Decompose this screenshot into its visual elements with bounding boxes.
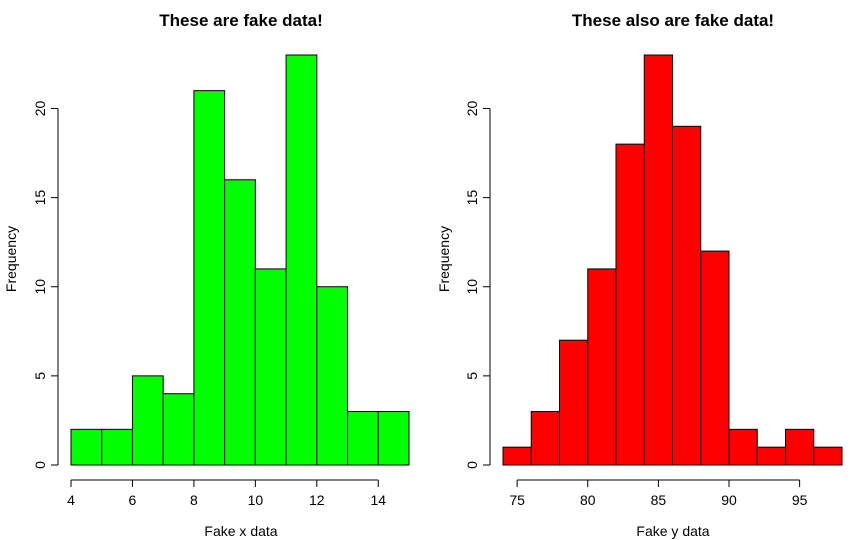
histogram-bar — [502, 446, 532, 466]
y-axis-label-right: Frequency — [436, 226, 452, 292]
x-axis-label-left: Fake x data — [204, 523, 277, 539]
x-tick-label: 90 — [721, 492, 737, 508]
histogram-bar — [316, 286, 349, 466]
chart-title-right: These also are fake data! — [572, 11, 774, 30]
x-tick-label: 10 — [248, 492, 264, 508]
histogram-bar — [728, 428, 758, 466]
x-tick-label: 6 — [129, 492, 137, 508]
histogram-bar — [377, 411, 410, 466]
y-tick-label: 10 — [32, 279, 48, 295]
histogram-bar — [813, 446, 843, 466]
y-axis-right: 0 5 10 15 20 — [464, 100, 491, 469]
chart-title-left: These are fake data! — [159, 11, 322, 30]
histogram-bar — [254, 268, 287, 466]
x-tick-label: 14 — [370, 492, 386, 508]
bars-left — [70, 54, 410, 466]
y-tick-label: 5 — [32, 372, 48, 380]
y-tick-label: 15 — [32, 190, 48, 206]
x-tick-label: 4 — [67, 492, 75, 508]
histogram-bar — [615, 143, 645, 466]
y-tick-label: 10 — [464, 279, 480, 295]
histogram-bar — [193, 90, 226, 466]
histogram-bar — [131, 375, 164, 466]
histogram-bar — [785, 428, 815, 466]
histogram-bar — [559, 339, 589, 466]
y-tick-label: 0 — [32, 461, 48, 469]
x-tick-label: 8 — [190, 492, 198, 508]
histogram-bar — [347, 411, 379, 466]
histogram-bar — [587, 268, 617, 466]
x-tick-label: 12 — [309, 492, 325, 508]
histogram-bar — [672, 125, 702, 466]
histogram-bar — [70, 428, 103, 466]
histogram-bar — [101, 428, 133, 466]
x-tick-label: 75 — [509, 492, 525, 508]
histogram-bar — [643, 54, 673, 466]
x-axis-label-right: Fake y data — [636, 523, 709, 539]
histogram-bar — [756, 446, 786, 466]
y-tick-label: 5 — [464, 372, 480, 380]
y-tick-label: 15 — [464, 190, 480, 206]
y-axis-label-left: Frequency — [3, 226, 19, 292]
histogram-bar — [224, 179, 256, 466]
histogram-bar — [162, 393, 195, 466]
histogram-right: These also are fake data! Fake y data Fr… — [436, 11, 843, 539]
bars-right — [502, 54, 843, 466]
y-tick-label: 0 — [464, 461, 480, 469]
histogram-bar — [700, 250, 730, 466]
y-axis-left: 0 5 10 15 20 — [32, 100, 59, 469]
y-tick-label: 20 — [464, 100, 480, 116]
histogram-bar — [285, 54, 318, 466]
histogram-left: These are fake data! Fake x data Frequen… — [3, 11, 410, 539]
x-tick-label: 85 — [651, 492, 667, 508]
x-tick-label: 95 — [792, 492, 808, 508]
x-axis-right: 75 80 85 90 95 — [509, 479, 808, 508]
x-axis-left: 4 6 8 10 12 14 — [67, 479, 386, 508]
x-tick-label: 80 — [580, 492, 596, 508]
y-tick-label: 20 — [32, 100, 48, 116]
histogram-bar — [530, 411, 560, 466]
